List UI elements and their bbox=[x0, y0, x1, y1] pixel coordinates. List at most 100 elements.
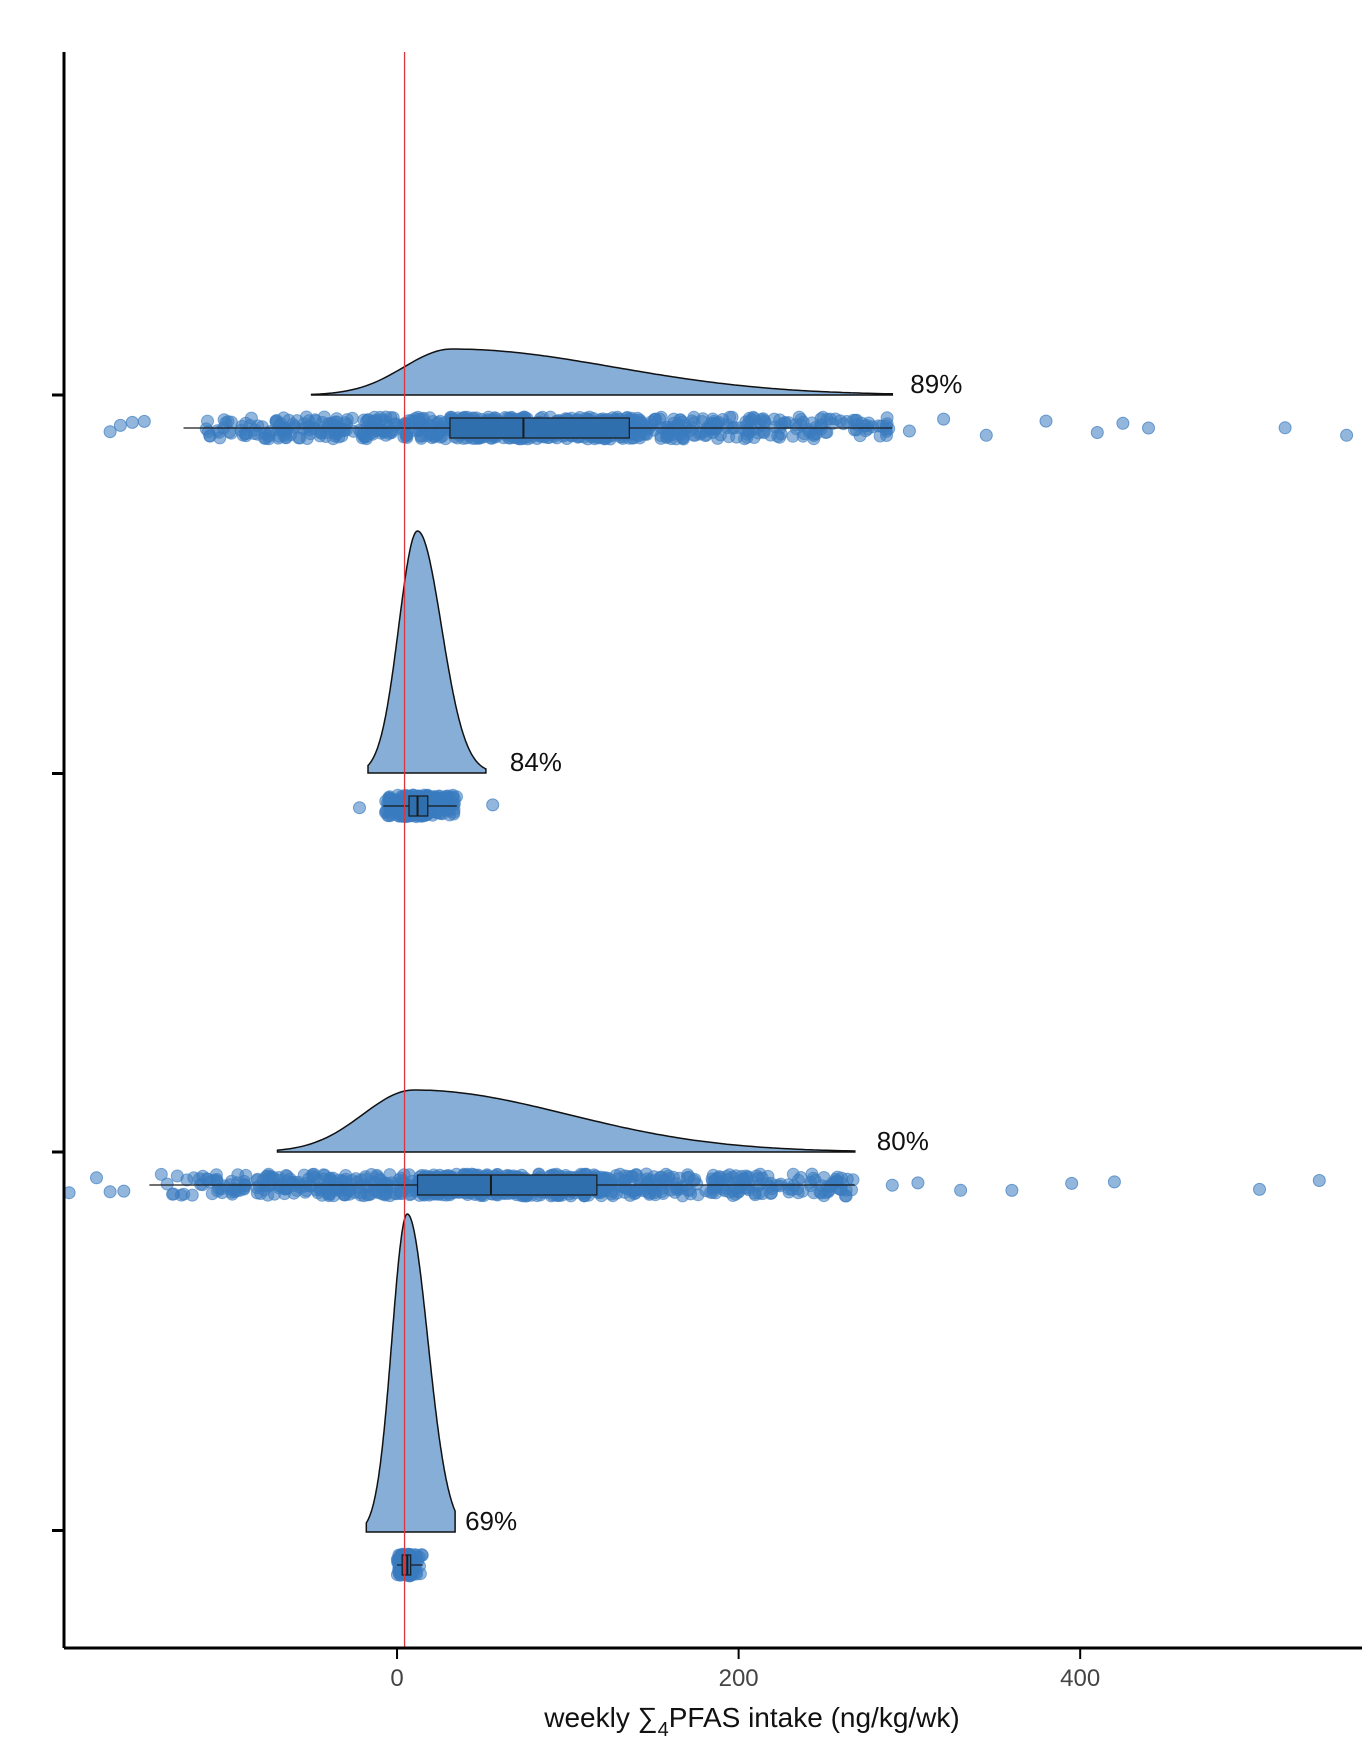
data-point bbox=[601, 1171, 615, 1185]
data-point bbox=[676, 415, 689, 429]
data-point bbox=[723, 410, 737, 424]
outlier-point bbox=[1142, 421, 1155, 435]
data-point bbox=[817, 1189, 831, 1203]
outlier-point bbox=[1253, 1182, 1266, 1196]
data-point bbox=[211, 1184, 225, 1198]
density-cloud bbox=[276, 1089, 856, 1153]
data-point bbox=[594, 1189, 608, 1203]
data-point bbox=[203, 429, 217, 443]
outlier-point bbox=[486, 798, 500, 812]
data-point bbox=[814, 422, 828, 436]
data-point bbox=[378, 414, 392, 428]
outlier-point bbox=[113, 418, 127, 432]
box-iqr bbox=[449, 417, 630, 439]
data-point bbox=[639, 1167, 653, 1181]
outlier-point bbox=[103, 425, 117, 439]
outlier-point bbox=[353, 801, 366, 815]
data-point bbox=[238, 427, 252, 441]
data-point bbox=[384, 424, 398, 438]
data-point bbox=[709, 1186, 723, 1200]
data-point bbox=[688, 1172, 702, 1186]
data-point bbox=[757, 426, 771, 440]
data-point bbox=[256, 1173, 270, 1187]
data-point bbox=[365, 425, 379, 439]
outlier-point bbox=[885, 1178, 899, 1192]
data-point bbox=[786, 1167, 800, 1181]
data-point bbox=[835, 1171, 849, 1185]
data-point bbox=[201, 414, 214, 428]
x-tick-layer: 0 200 400 bbox=[390, 1648, 1100, 1692]
data-point bbox=[345, 411, 359, 425]
data-point bbox=[230, 1183, 244, 1197]
outlier-point bbox=[1312, 1174, 1326, 1187]
data-point bbox=[217, 413, 231, 427]
data-point bbox=[640, 427, 654, 441]
outlier-point bbox=[125, 415, 139, 429]
outlier-point bbox=[137, 414, 151, 428]
data-point bbox=[687, 428, 701, 442]
data-point bbox=[160, 1177, 174, 1191]
outlier-point bbox=[954, 1183, 968, 1197]
data-point bbox=[741, 1181, 755, 1195]
x-tick-label: 0 bbox=[390, 1665, 403, 1692]
data-point bbox=[432, 426, 446, 440]
data-point bbox=[676, 431, 690, 444]
points-layer bbox=[62, 410, 1354, 1583]
data-point bbox=[397, 430, 411, 444]
data-point bbox=[862, 416, 876, 430]
data-point bbox=[293, 1181, 307, 1194]
box-iqr bbox=[416, 1174, 598, 1196]
data-point bbox=[873, 429, 887, 443]
percent-label: 89% bbox=[910, 369, 962, 399]
density-cloud bbox=[367, 530, 487, 774]
percent-label: 80% bbox=[877, 1126, 929, 1156]
outlier-point bbox=[979, 428, 993, 442]
data-point bbox=[345, 1173, 359, 1187]
percent-label: 84% bbox=[510, 747, 562, 777]
data-point bbox=[778, 416, 792, 430]
data-point bbox=[324, 1174, 338, 1188]
data-point bbox=[676, 1189, 690, 1203]
data-point bbox=[311, 1186, 325, 1200]
data-point bbox=[669, 1177, 683, 1191]
outlier-point bbox=[1116, 416, 1130, 430]
data-point bbox=[655, 1185, 669, 1199]
x-axis-title: weekly ∑4PFAS intake (ng/kg/wk) bbox=[543, 1702, 959, 1740]
x-tick-label: 200 bbox=[719, 1665, 759, 1692]
outlier-point bbox=[1039, 414, 1053, 428]
y-tick-layer bbox=[52, 393, 64, 1532]
data-point bbox=[283, 1172, 297, 1186]
outlier-point bbox=[1065, 1176, 1079, 1190]
x-tick-label: 400 bbox=[1060, 1665, 1100, 1692]
data-point bbox=[154, 1167, 168, 1181]
data-point bbox=[313, 429, 327, 443]
data-point bbox=[706, 412, 720, 426]
data-point bbox=[634, 1182, 648, 1196]
percent-label-layer: 89% 84% 80% 69% bbox=[465, 369, 962, 1536]
percent-label: 69% bbox=[465, 1506, 517, 1536]
data-point bbox=[166, 1187, 179, 1201]
data-point bbox=[661, 428, 675, 442]
data-point bbox=[332, 430, 346, 444]
outlier-point bbox=[902, 424, 916, 438]
outlier-point bbox=[937, 412, 951, 426]
data-point bbox=[185, 1188, 199, 1202]
data-point bbox=[262, 429, 276, 443]
data-point bbox=[789, 418, 803, 432]
data-point bbox=[180, 1173, 194, 1187]
data-point bbox=[423, 411, 437, 425]
data-point bbox=[200, 1172, 214, 1186]
data-point bbox=[316, 416, 329, 429]
data-point bbox=[447, 805, 461, 819]
density-cloud bbox=[365, 1213, 456, 1533]
outlier-point bbox=[1340, 428, 1354, 442]
outlier-point bbox=[103, 1185, 117, 1199]
data-point bbox=[705, 1172, 719, 1186]
data-point bbox=[829, 412, 842, 426]
outlier-point bbox=[1090, 426, 1104, 439]
data-point bbox=[840, 415, 854, 428]
boxplot-layer bbox=[149, 417, 893, 1576]
data-point bbox=[644, 415, 658, 429]
outlier-point bbox=[1278, 421, 1292, 435]
